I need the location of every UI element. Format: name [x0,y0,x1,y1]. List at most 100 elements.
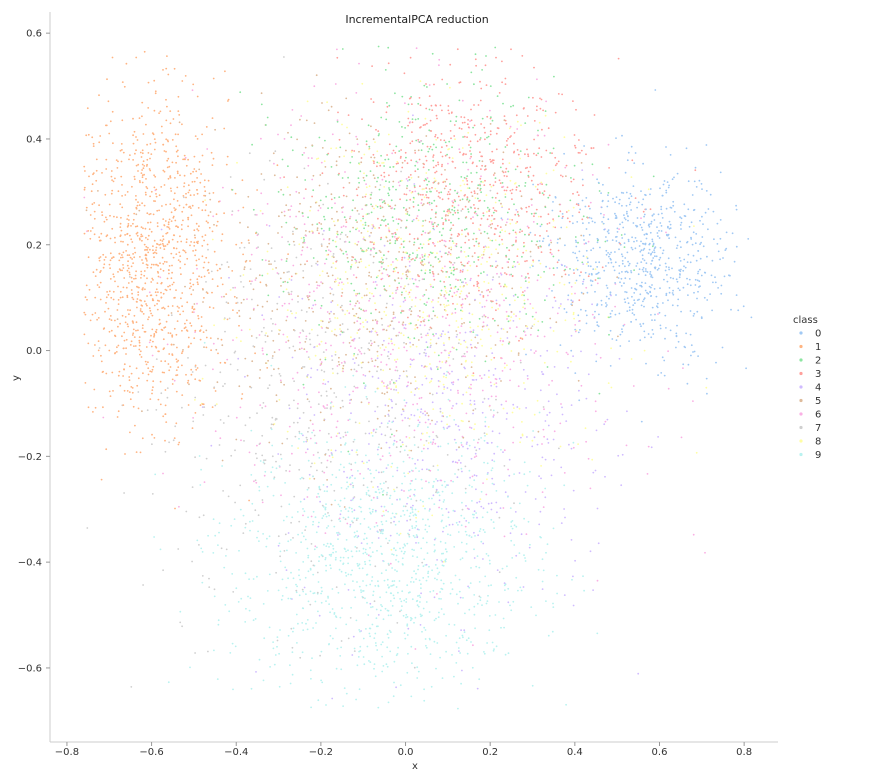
data-point [650,274,653,277]
data-point [280,188,282,191]
data-point [211,278,214,280]
data-point [211,238,214,241]
data-point [470,346,473,349]
data-point [162,69,164,71]
data-point [376,205,379,208]
data-point [496,511,498,514]
data-point [178,505,180,508]
data-point [521,55,524,57]
data-point [544,496,547,499]
data-point [607,200,610,203]
data-point [420,333,422,336]
data-point [388,539,391,542]
data-point [680,246,682,249]
data-point [385,467,388,469]
data-point [429,145,432,148]
data-point [579,152,581,154]
data-point [690,238,693,240]
data-point [330,344,332,347]
data-point [130,340,133,343]
data-point [637,273,640,276]
data-point [400,237,402,240]
data-point [535,109,538,111]
data-point [447,109,450,112]
data-point [307,430,309,433]
data-point [524,334,527,337]
data-point [337,361,340,363]
data-point [463,322,465,324]
data-point [461,310,464,313]
data-point [388,452,391,454]
data-point [614,313,617,316]
data-point [327,327,329,330]
data-point [659,187,661,190]
data-point [141,310,144,313]
data-point [525,407,527,409]
data-point [328,603,330,605]
data-point [414,508,417,511]
data-point [339,238,342,240]
data-point [331,608,334,610]
data-point [307,356,310,358]
data-point [657,374,659,376]
data-point [379,224,382,227]
data-point [333,392,336,394]
data-point [202,288,204,291]
data-point [423,188,425,190]
data-point [374,410,376,413]
data-point [409,512,412,515]
data-point [377,446,380,449]
data-point [393,580,396,582]
data-point [669,223,672,226]
data-point [315,158,318,160]
data-point [153,334,156,337]
data-point [193,337,196,339]
data-point [151,493,154,495]
data-point [394,279,397,282]
data-point [444,169,446,171]
data-point [543,270,545,273]
data-point [316,287,318,289]
data-point [439,280,442,283]
data-point [402,300,405,303]
data-point [563,308,566,310]
data-point [466,447,469,450]
data-point [533,436,536,439]
data-point [397,391,400,394]
data-point [168,272,170,275]
data-point [275,394,278,397]
data-point [415,47,418,50]
data-point [610,386,613,389]
data-point [692,400,694,402]
data-point [159,276,162,279]
data-point [408,529,411,531]
data-point [449,183,451,185]
data-point [291,109,294,111]
data-point [445,304,448,307]
data-point [193,303,196,305]
data-point [357,177,360,180]
data-point [653,219,656,221]
data-point [437,297,440,299]
data-point [353,289,356,292]
data-point [452,509,455,512]
data-point [643,349,646,352]
data-point [457,326,460,328]
data-point [418,279,421,282]
data-point [328,229,331,231]
data-point [422,447,425,450]
data-point [614,251,616,253]
data-point [437,195,440,198]
data-point [469,343,472,346]
data-point [647,333,650,335]
data-point [371,241,373,244]
data-point [495,645,498,648]
data-point [330,436,333,439]
data-point [489,381,492,384]
data-point [444,265,446,268]
data-point [553,296,556,299]
data-point [417,102,420,105]
data-point [474,53,477,56]
data-point [346,253,348,256]
data-point [450,381,453,384]
